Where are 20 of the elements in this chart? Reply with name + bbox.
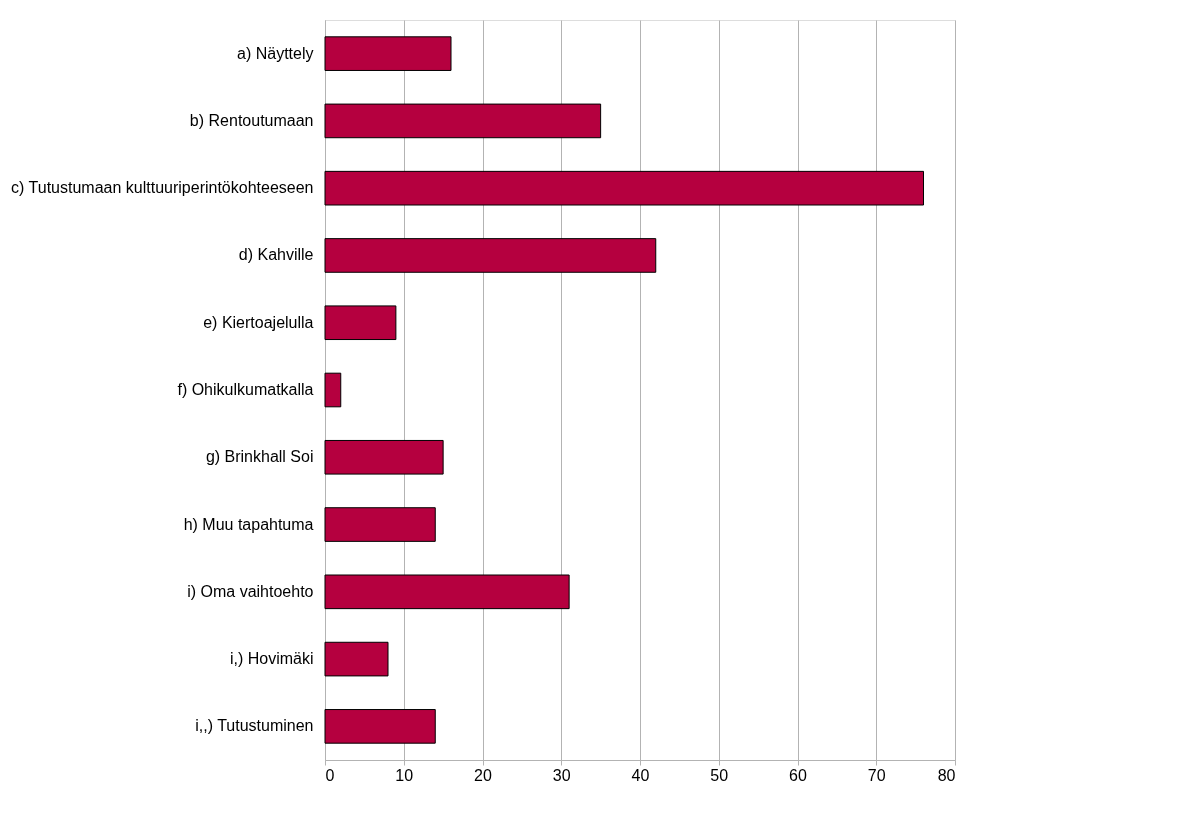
y-tick-label: d) Kahville [238,246,314,264]
x-tick-label: 70 [867,766,886,784]
y-tick-label: i,,) Tutustuminen [195,717,314,735]
y-tick-label: c) Tutustumaan kulttuuriperintökohteeseen [11,179,314,197]
y-tick-label: i,) Hovimäki [229,650,314,668]
x-tick-label: 60 [789,766,807,784]
y-tick-label: b) Rentoutumaan [189,111,314,129]
y-tick-label: h) Muu tapahtuma [183,515,314,533]
x-tick-label: 0 [325,766,335,784]
y-tick-label: a) Näyttely [237,44,314,62]
x-tick-label: 40 [631,766,650,784]
y-tick-label: g) Brinkhall Soi [205,448,314,466]
x-tick-label: 10 [395,766,414,784]
y-tick-label: f) Ohikulkumatkalla [177,381,314,398]
x-tick-label: 20 [474,766,492,784]
y-tick-label: e) Kiertoajelulla [203,313,314,331]
x-tick-label: 50 [710,766,729,784]
x-tick-label: 30 [552,766,571,784]
x-tick-label: 80 [937,766,956,784]
y-tick-label: i) Oma vaihtoehto [187,582,314,600]
